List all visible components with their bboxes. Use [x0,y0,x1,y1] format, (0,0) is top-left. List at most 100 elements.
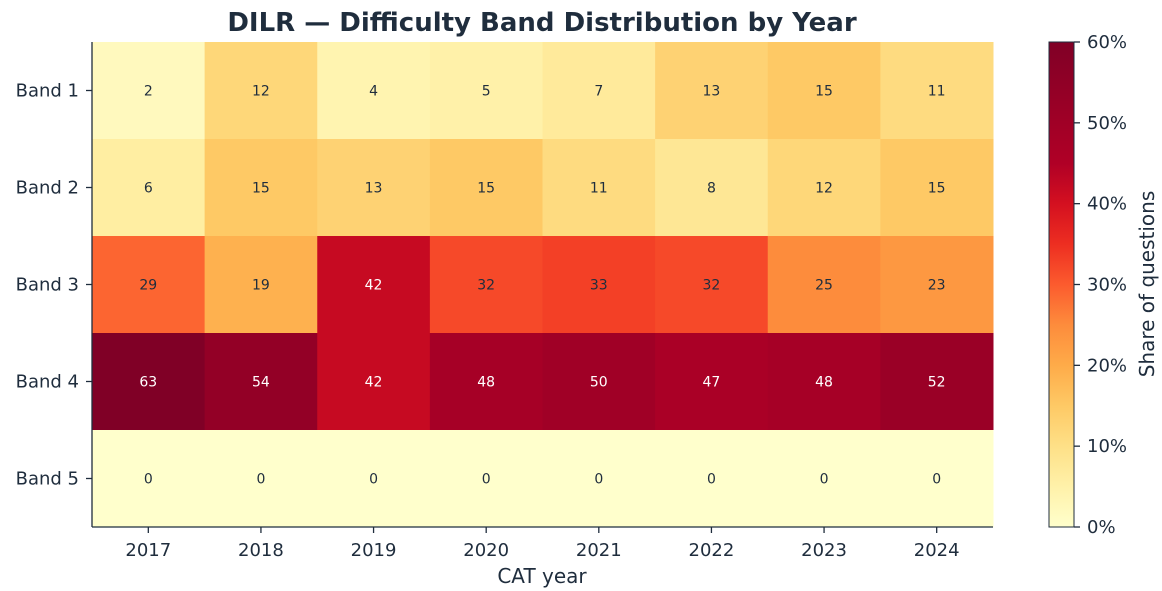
heatmap-cells [92,42,994,528]
colorbar-tick-label: 20% [1087,355,1127,376]
colorbar-tick-label: 30% [1087,275,1127,296]
cell-value-label: 0 [820,472,829,488]
heatmap-cell [92,333,206,431]
x-tick-label: 2022 [689,540,735,561]
heatmap-cell [655,42,769,140]
cell-value-label: 12 [815,181,833,197]
cell-value-label: 32 [477,278,495,294]
heatmap-cell [767,333,881,431]
heatmap-cell [542,42,656,140]
heatmap-cell [542,139,656,237]
cell-value-label: 47 [703,375,721,391]
cell-value-label: 15 [252,181,270,197]
heatmap-cell [317,430,431,528]
heatmap-cell [317,236,431,334]
heatmap-cell [767,430,881,528]
heatmap-cell [655,333,769,431]
cell-value-label: 12 [252,84,270,100]
colorbar-tick-label: 40% [1087,194,1127,215]
cell-value-label: 48 [477,375,495,391]
heatmap-cell [317,42,431,140]
heatmap-cell [767,236,881,334]
y-axis-ticks: Band 1 Band 2 Band 3 Band 4 Band 5 [16,81,92,490]
cell-value-label: 23 [928,278,946,294]
heatmap-cell [429,333,543,431]
heatmap-cell [204,333,318,431]
cell-value-label: 25 [815,278,833,294]
cell-value-label: 33 [590,278,608,294]
heatmap-cell [880,430,994,528]
x-tick-label: 2020 [463,540,509,561]
cell-value-label: 15 [477,181,495,197]
cell-value-label: 4 [369,84,378,100]
x-tick-label: 2017 [125,540,171,561]
heatmap-cell [204,42,318,140]
cell-value-label: 54 [252,375,270,391]
heatmap-cell [429,139,543,237]
cell-value-label: 19 [252,278,270,294]
colorbar-ticks: 0% 10% 20% 30% 40% 50% 60% [1074,32,1127,538]
heatmap-cell [204,139,318,237]
x-axis-label: CAT year [497,564,587,588]
cell-value-label: 15 [815,84,833,100]
cell-value-label: 11 [590,181,608,197]
heatmap-cell [317,333,431,431]
heatmap-cell [880,139,994,237]
cell-value-label: 0 [144,472,153,488]
x-axis-ticks: 2017 2018 2019 2020 2021 2022 2023 2024 [125,527,960,561]
cell-value-label: 52 [928,375,946,391]
cell-value-label: 63 [139,375,157,391]
cell-value-label: 50 [590,375,608,391]
cell-value-label: 2 [144,84,153,100]
heatmap-cell [880,333,994,431]
chart-title: DILR — Difficulty Band Distribution by Y… [227,8,856,38]
colorbar: 0% 10% 20% 30% 40% 50% 60% Share of questions [1048,32,1159,538]
cell-value-label: 6 [144,181,153,197]
y-tick-label: Band 3 [16,275,79,296]
heatmap-cell-labels: 2 12 4 5 7 13 15 11 6 15 13 15 11 8 12 15 29 19 42 32 33 32 25… [139,84,945,488]
y-tick-label: Band 5 [16,469,79,490]
x-tick-label: 2019 [351,540,397,561]
cell-value-label: 42 [365,375,383,391]
heatmap-cell [317,139,431,237]
heatmap-cell [880,236,994,334]
cell-value-label: 5 [482,84,491,100]
heatmap-cell [542,236,656,334]
cell-value-label: 0 [256,472,265,488]
cell-value-label: 42 [365,278,383,294]
heatmap-cell [655,430,769,528]
heatmap-cell [429,236,543,334]
cell-value-label: 7 [594,84,603,100]
heatmap-cell [767,139,881,237]
heatmap-cell [92,42,206,140]
cell-value-label: 0 [482,472,491,488]
x-tick-label: 2018 [238,540,284,561]
colorbar-tick-label: 50% [1087,113,1127,134]
heatmap-cell [767,42,881,140]
heatmap-cell [92,430,206,528]
heatmap-cell [429,42,543,140]
heatmap-cell [880,42,994,140]
cell-value-label: 8 [707,181,716,197]
cell-value-label: 0 [707,472,716,488]
cell-value-label: 13 [703,84,721,100]
y-tick-label: Band 1 [16,81,79,102]
colorbar-label: Share of questions [1135,191,1159,378]
colorbar-tick-label: 0% [1087,517,1116,538]
heatmap-cell [655,236,769,334]
cell-value-label: 48 [815,375,833,391]
cell-value-label: 11 [928,84,946,100]
heatmap-cell [655,139,769,237]
y-tick-label: Band 4 [16,372,79,393]
colorbar-tick-label: 10% [1087,436,1127,457]
cell-value-label: 15 [928,181,946,197]
heatmap-cell [92,236,206,334]
colorbar-tick-label: 60% [1087,32,1127,53]
cell-value-label: 0 [369,472,378,488]
x-tick-label: 2021 [576,540,622,561]
heatmap-cell [204,236,318,334]
x-tick-label: 2024 [914,540,960,561]
heatmap-cell [429,430,543,528]
cell-value-label: 0 [594,472,603,488]
